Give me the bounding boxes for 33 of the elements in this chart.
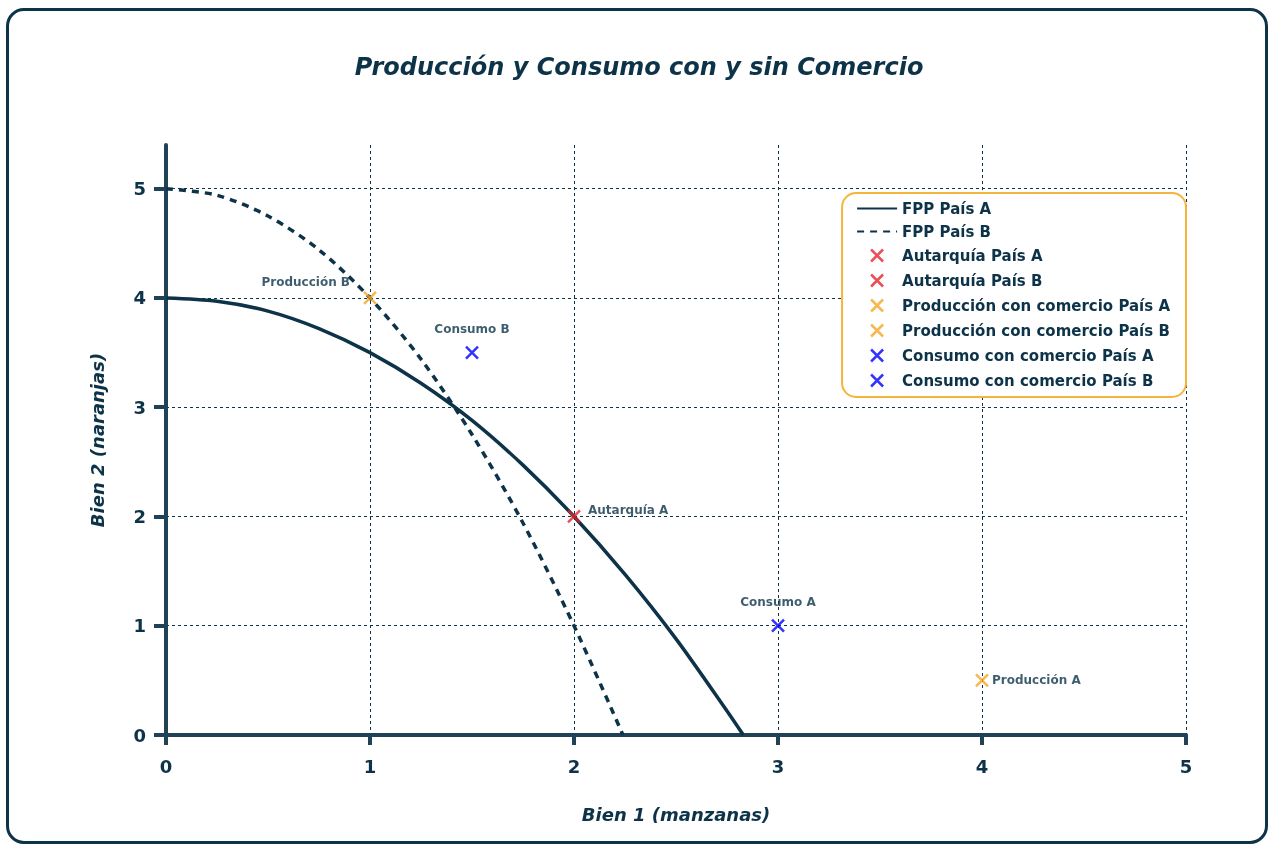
x-tick-label: 1 [363,755,377,777]
y-tick-label: 3 [133,396,146,418]
x-tick-label: 5 [1179,755,1193,777]
chart-title: Producción y Consumo con y sin Comercio [354,53,924,81]
y-tick-label: 0 [133,724,146,746]
legend-label: Autarquía País B [902,271,1043,290]
legend-label: FPP País A [902,199,992,218]
legend-label: Autarquía País A [902,246,1043,265]
annotation: Consumo B [434,321,510,336]
point [974,673,990,688]
legend-label: FPP País B [902,222,991,241]
y-tick-label: 5 [133,178,146,200]
y-tick-label: 4 [133,287,146,309]
annotation: Producción B [261,274,350,289]
legend-label: Producción con comercio País B [902,321,1170,340]
point [770,618,786,633]
x-tick-label: 4 [975,755,989,777]
y-tick-label: 2 [133,505,146,527]
y-axis-title: Bien 2 (naranjas) [86,352,108,528]
point [362,290,378,306]
legend-label: Consumo con comercio País B [902,371,1154,390]
x-tick-label: 3 [771,755,785,777]
x-tick-label: 0 [159,755,173,777]
annotation: Producción A [992,673,1082,688]
x-tick-label: 2 [567,755,581,777]
point [566,509,582,524]
point [464,345,480,360]
annotation: Consumo A [740,594,817,609]
legend-label: Producción con comercio País A [902,296,1171,315]
y-tick-label: 1 [133,615,146,637]
annotation: Autarquía A [588,503,670,518]
legend-label: Consumo con comercio País A [902,346,1154,365]
x-axis-title: Bien 1 (manzanas) [581,803,771,825]
